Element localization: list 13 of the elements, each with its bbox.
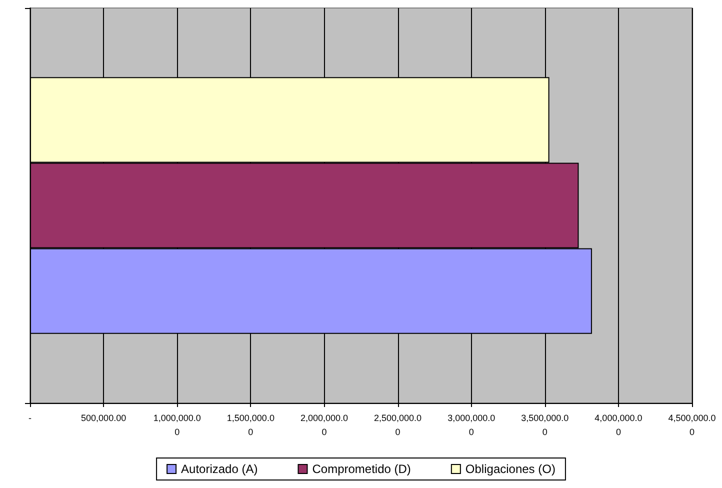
x-tick-label: 1,500,000.00: [226, 413, 274, 437]
x-tick-label: 500,000.00: [81, 413, 126, 423]
x-tick-label: -: [28, 413, 32, 423]
x-tick-label: 2,500,000.00: [374, 413, 422, 437]
legend-label: Obligaciones (O): [465, 462, 556, 476]
x-tick-label: 1,000,000.00: [153, 413, 201, 437]
x-tick-label: 4,000,000.00: [594, 413, 642, 437]
x-tick-label: 4,500,000.00: [668, 413, 716, 437]
x-tick-label: 3,500,000.00: [521, 413, 569, 437]
x-tick-label: 2,000,000.00: [300, 413, 348, 437]
legend-label: Autorizado (A): [181, 462, 258, 476]
legend-label: Comprometido (D): [312, 462, 411, 476]
x-tick-label: 3,000,000.00: [448, 413, 496, 437]
